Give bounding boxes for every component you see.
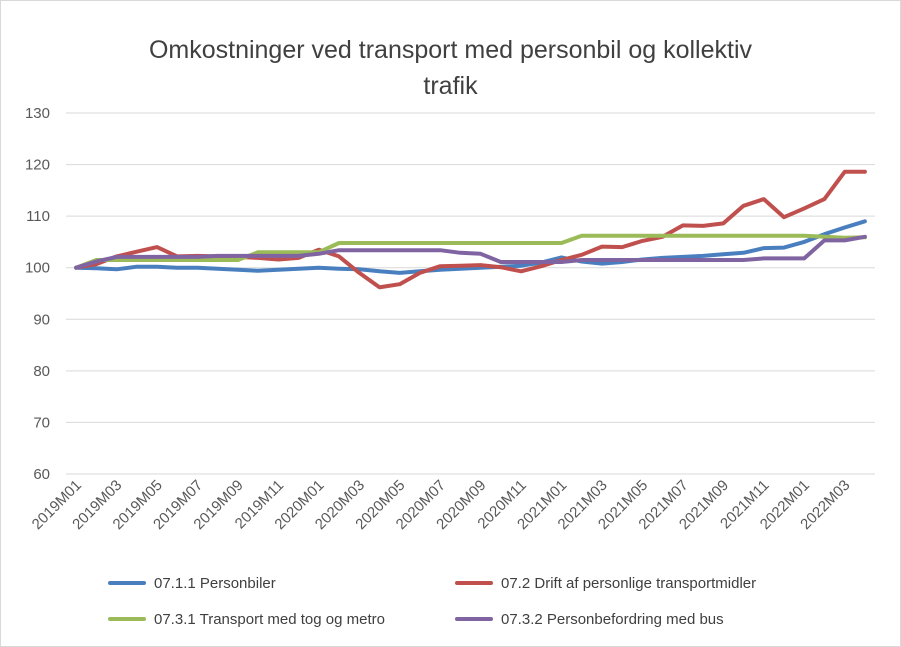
series-line-2 <box>74 233 867 270</box>
series-line-0 <box>74 219 867 275</box>
legend-swatch <box>455 581 493 585</box>
series-line-3 <box>74 234 867 270</box>
chart-title-line-2: trafik <box>423 72 478 100</box>
legend-item-bus: 07.3.2 Personbefordring med bus <box>455 608 724 630</box>
legend-swatch <box>108 617 146 621</box>
legend-swatch <box>108 581 146 585</box>
series-lines <box>74 169 867 290</box>
y-tick-label: 70 <box>33 414 50 431</box>
legend-item-drift: 07.2 Drift af personlige transportmidler <box>455 572 756 594</box>
legend-item-personbiler: 07.1.1 Personbiler <box>108 572 276 594</box>
y-tick-label: 120 <box>25 157 50 174</box>
legend-item-tog-metro: 07.3.1 Transport med tog og metro <box>108 608 385 630</box>
y-axis-ticks: 60 70 80 90 100 110 120 130 <box>25 105 50 483</box>
y-tick-label: 100 <box>25 260 50 277</box>
chart-title: Omkostninger ved transport med personbil… <box>0 32 901 104</box>
y-tick-label: 80 <box>33 363 50 380</box>
legend-label: 07.1.1 Personbiler <box>154 574 276 592</box>
gridlines <box>66 112 875 475</box>
y-tick-label: 110 <box>26 208 50 225</box>
legend-label: 07.2 Drift af personlige transportmidler <box>501 574 757 592</box>
legend-swatch <box>455 617 493 621</box>
y-tick-label: 90 <box>33 311 50 328</box>
y-tick-label: 60 <box>33 466 50 483</box>
legend-label: 07.3.2 Personbefordring med bus <box>501 610 724 628</box>
chart-title-line-1: Omkostninger ved transport med personbil… <box>148 36 753 64</box>
y-tick-label: 130 <box>25 105 50 122</box>
legend-label: 07.3.1 Transport med tog og metro <box>154 610 385 628</box>
x-axis-ticks: 2019M012019M032019M052019M072019M092019M… <box>29 477 854 533</box>
